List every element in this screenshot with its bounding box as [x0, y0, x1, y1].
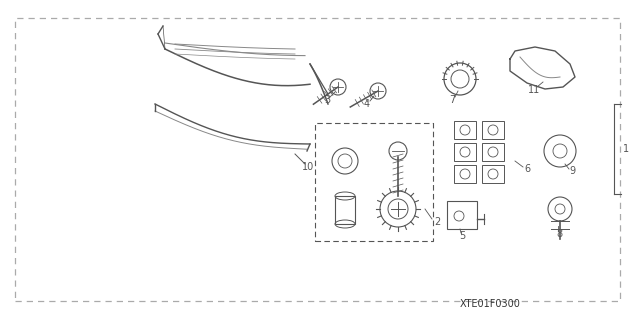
Bar	[482, 165, 504, 183]
Bar	[15, 18, 620, 301]
Text: 9: 9	[569, 166, 575, 176]
Bar	[447, 201, 477, 229]
Bar	[335, 196, 355, 224]
Text: 8: 8	[556, 229, 562, 239]
Bar	[315, 123, 433, 241]
Text: 6: 6	[524, 164, 530, 174]
Text: 1: 1	[623, 144, 629, 154]
Bar	[454, 165, 476, 183]
Text: XTE01F0300: XTE01F0300	[460, 299, 520, 309]
Bar	[454, 143, 476, 161]
Text: 3: 3	[324, 95, 330, 105]
Text: 7: 7	[449, 95, 455, 105]
Bar	[482, 121, 504, 139]
Text: 5: 5	[459, 231, 465, 241]
Bar	[482, 143, 504, 161]
Bar	[454, 121, 476, 139]
Text: 2: 2	[434, 217, 440, 227]
Text: 10: 10	[302, 162, 314, 172]
Text: 4: 4	[364, 99, 370, 109]
Text: 11: 11	[528, 85, 540, 95]
